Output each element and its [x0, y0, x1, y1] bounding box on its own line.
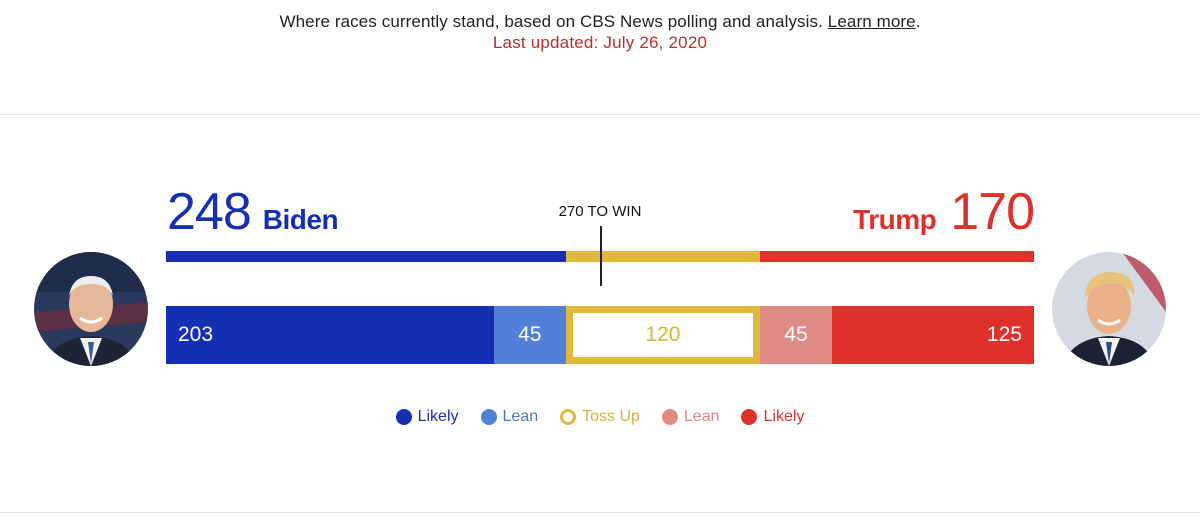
legend-label: Lean — [502, 408, 539, 425]
segment-rep-lean: 45 — [759, 306, 833, 364]
legend: Likely Lean Toss Up Lean Likely — [0, 408, 1200, 426]
bottom-divider — [0, 512, 1200, 513]
rep-likely-dot-icon — [741, 409, 758, 425]
intro-text: Where races currently stand, based on CB… — [0, 12, 1200, 32]
intro-sentence: Where races currently stand, based on CB… — [279, 12, 823, 31]
to-win-label: 270 TO WIN — [558, 203, 642, 220]
trump-name: Trump — [853, 204, 937, 235]
biden-total: 248 Biden — [167, 183, 339, 241]
rep-lean-dot-icon — [661, 409, 678, 425]
segment-value-label: 203 — [178, 323, 214, 346]
segment-dem-lean: 45 — [493, 306, 567, 364]
biden-portrait — [34, 252, 148, 366]
legend-rep-likely: Likely — [741, 408, 804, 426]
summary-dem — [166, 251, 567, 262]
trump-portrait-icon — [1052, 252, 1166, 366]
segment-tossup: 120 — [566, 306, 760, 364]
dem-lean-dot-icon — [480, 409, 497, 425]
legend-label: Likely — [417, 408, 459, 425]
legend-tossup: Toss Up — [560, 408, 640, 426]
ratings-bar: 203 45 120 45 125 — [166, 306, 1034, 364]
legend-rep-lean: Lean — [661, 408, 720, 426]
summary-tossup — [566, 251, 760, 262]
biden-total-number: 248 — [167, 183, 252, 241]
dem-likely-dot-icon — [395, 409, 412, 425]
legend-label: Lean — [683, 408, 720, 425]
top-divider — [0, 114, 1200, 115]
last-updated: Last updated: July 26, 2020 — [492, 33, 708, 52]
trump-total: Trump 170 — [853, 183, 1035, 241]
segment-rep-likely: 125 — [832, 306, 1034, 364]
biden-portrait-icon — [34, 252, 148, 366]
legend-dem-lean: Lean — [480, 408, 539, 426]
summary-bar — [166, 251, 1034, 262]
biden-name: Biden — [262, 204, 339, 235]
segment-value-label: 120 — [645, 323, 681, 346]
summary-rep — [759, 251, 1034, 262]
segment-value-label: 45 — [784, 323, 808, 346]
tossup-ring-icon — [560, 409, 577, 425]
trump-portrait — [1052, 252, 1166, 366]
trump-total-number: 170 — [950, 183, 1035, 241]
segment-dem-likely: 203 — [166, 306, 494, 364]
to-win-marker — [600, 226, 602, 286]
legend-label: Likely — [763, 408, 805, 425]
segment-value-label: 125 — [986, 323, 1022, 346]
header: Where races currently stand, based on CB… — [0, 12, 1200, 53]
intro-period: . — [915, 12, 921, 31]
legend-label: Toss Up — [582, 408, 640, 425]
learn-more-link[interactable]: Learn more — [827, 12, 916, 31]
segment-value-label: 45 — [518, 323, 542, 346]
legend-dem-likely: Likely — [395, 408, 459, 426]
